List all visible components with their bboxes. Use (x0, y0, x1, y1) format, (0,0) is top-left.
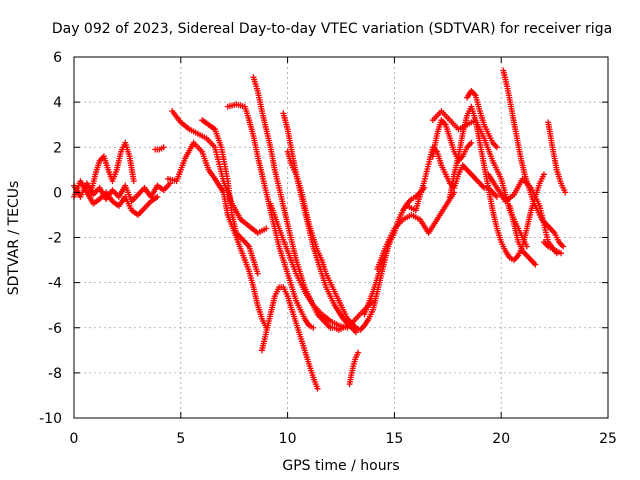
y-tick-label: 4 (53, 95, 62, 111)
y-tick-label: 2 (53, 140, 62, 156)
data-series-17 (429, 117, 475, 164)
grid-lines (74, 57, 608, 418)
x-axis-label: GPS time / hours (282, 458, 399, 474)
x-tick-label: 15 (385, 431, 403, 447)
y-tick-label: -2 (48, 231, 62, 247)
data-series-2 (88, 139, 137, 196)
data-series-11 (280, 110, 359, 336)
x-tick-label: 25 (599, 431, 617, 447)
data-point (562, 189, 569, 196)
y-tick-labels: -10 -8 -6 -4 -2 0 2 4 6 (39, 50, 62, 427)
data-point (532, 261, 539, 268)
data-series-6 (164, 139, 270, 331)
data-series-25 (540, 239, 565, 257)
data-series-10 (267, 200, 377, 331)
data-point (493, 193, 500, 200)
x-tick-label: 20 (492, 431, 510, 447)
data-point (355, 349, 362, 356)
x-tick-labels: 0 5 10 15 20 25 (70, 431, 617, 447)
data-series-4 (169, 108, 270, 236)
y-tick-label: 0 (53, 185, 62, 201)
data-point (130, 178, 137, 185)
data-series-15 (374, 189, 458, 273)
data-point (468, 139, 475, 146)
data-series-20 (464, 87, 500, 151)
data-series-1 (71, 178, 161, 218)
data-point (263, 225, 270, 232)
data-point (314, 385, 321, 392)
data-series-12 (284, 148, 394, 334)
y-axis-label: SDTVAR / TECUs (6, 181, 22, 296)
y-tick-label: -10 (39, 411, 62, 427)
y-tick-label: -8 (48, 366, 62, 382)
data-marks (71, 67, 569, 392)
chart-title: Day 092 of 2023, Sidereal Day-to-day VTE… (52, 21, 612, 37)
y-tick-label: -4 (48, 276, 62, 292)
data-series-23 (545, 119, 569, 196)
data-point (560, 243, 567, 250)
data-series-3 (152, 144, 167, 153)
x-tick-label: 0 (70, 431, 79, 447)
y-tick-label: 6 (53, 50, 62, 66)
data-series-13 (346, 349, 362, 388)
data-series-9 (258, 284, 321, 392)
data-point (540, 171, 547, 178)
x-tick-label: 10 (279, 431, 297, 447)
data-series-24 (506, 202, 539, 268)
data-point (154, 193, 161, 200)
axis-ticks (73, 56, 609, 419)
x-tick-label: 5 (176, 431, 185, 447)
data-point (493, 144, 500, 151)
data-point (160, 144, 167, 151)
data-point (558, 250, 565, 257)
data-series-7 (224, 101, 317, 331)
y-tick-label: -6 (48, 321, 62, 337)
data-point (254, 270, 261, 277)
data-point (310, 324, 317, 331)
